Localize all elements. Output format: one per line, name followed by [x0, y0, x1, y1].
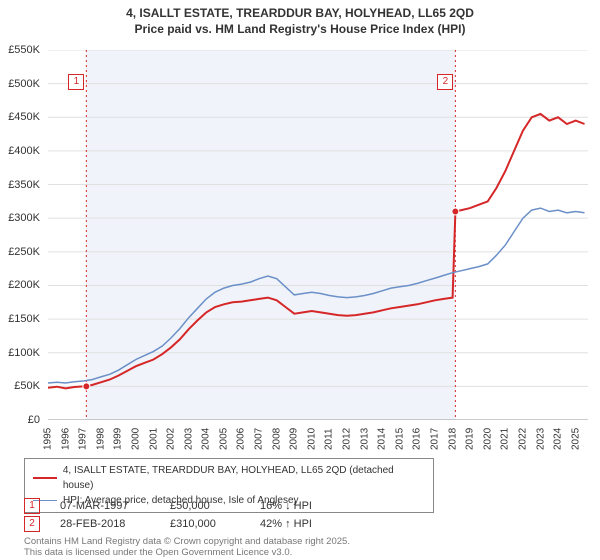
title-line-1: 4, ISALLT ESTATE, TREARDDUR BAY, HOLYHEA… — [0, 6, 600, 22]
x-tick-label: 2011 — [324, 428, 335, 450]
y-tick-label: £500K — [0, 78, 40, 90]
x-tick-label: 2009 — [289, 428, 300, 450]
x-tick-label: 2002 — [166, 428, 177, 450]
x-tick-label: 2012 — [342, 428, 353, 450]
x-tick-label: 1995 — [43, 428, 54, 450]
sale-marker-2: 2 — [437, 74, 453, 90]
footer-line-2: This data is licensed under the Open Gov… — [24, 547, 350, 558]
x-tick-label: 2016 — [412, 428, 423, 450]
chart-title: 4, ISALLT ESTATE, TREARDDUR BAY, HOLYHEA… — [0, 0, 600, 37]
x-tick-label: 2013 — [359, 428, 370, 450]
x-tick-label: 2017 — [429, 428, 440, 450]
sales-table: 1 07-MAR-1997£50,00016% ↓ HPI 2 28-FEB-2018… — [24, 498, 312, 534]
sale-date: 28-FEB-2018 — [60, 518, 170, 530]
x-tick-label: 2003 — [183, 428, 194, 450]
x-tick-label: 1997 — [78, 428, 89, 450]
x-tick-label: 1996 — [60, 428, 71, 450]
x-tick-label: 2018 — [447, 428, 458, 450]
y-tick-label: £250K — [0, 246, 40, 258]
x-tick-label: 2007 — [254, 428, 265, 450]
x-axis: 1995199619971998199920002001200220032004… — [48, 424, 588, 454]
x-tick-label: 2022 — [517, 428, 528, 450]
x-tick-label: 2015 — [394, 428, 405, 450]
sales-row: 1 07-MAR-1997£50,00016% ↓ HPI — [24, 498, 312, 516]
sale-number-box: 2 — [24, 516, 40, 532]
chart-svg — [48, 50, 588, 420]
sale-price: £50,000 — [170, 500, 260, 512]
chart-container: 4, ISALLT ESTATE, TREARDDUR BAY, HOLYHEA… — [0, 0, 600, 560]
legend-swatch-1 — [33, 477, 57, 479]
sale-date: 07-MAR-1997 — [60, 500, 170, 512]
y-tick-label: £400K — [0, 145, 40, 157]
footer: Contains HM Land Registry data © Crown c… — [24, 536, 350, 559]
sale-marker-1: 1 — [68, 74, 84, 90]
y-tick-label: £100K — [0, 347, 40, 359]
x-tick-label: 2019 — [465, 428, 476, 450]
x-tick-label: 2025 — [570, 428, 581, 450]
y-tick-label: £200K — [0, 279, 40, 291]
x-tick-label: 2024 — [553, 428, 564, 450]
chart-area: 12 — [48, 50, 588, 420]
x-tick-label: 2001 — [148, 428, 159, 450]
sale-number-box: 1 — [24, 498, 40, 514]
x-tick-label: 2000 — [130, 428, 141, 450]
x-tick-label: 2005 — [218, 428, 229, 450]
x-tick-label: 2010 — [306, 428, 317, 450]
sale-delta: 16% ↓ HPI — [260, 500, 312, 512]
x-tick-label: 2004 — [201, 428, 212, 450]
x-tick-label: 2020 — [482, 428, 493, 450]
x-tick-label: 1999 — [113, 428, 124, 450]
x-tick-label: 2023 — [535, 428, 546, 450]
title-line-2: Price paid vs. HM Land Registry's House … — [0, 22, 600, 38]
y-tick-label: £150K — [0, 313, 40, 325]
y-tick-label: £50K — [0, 380, 40, 392]
x-tick-label: 2021 — [500, 428, 511, 450]
y-tick-label: £0 — [0, 414, 40, 426]
x-tick-label: 1998 — [95, 428, 106, 450]
x-tick-label: 2006 — [236, 428, 247, 450]
x-tick-label: 2014 — [377, 428, 388, 450]
y-axis: £0£50K£100K£150K£200K£250K£300K£350K£400… — [0, 50, 44, 420]
footer-line-1: Contains HM Land Registry data © Crown c… — [24, 536, 350, 547]
y-tick-label: £550K — [0, 44, 40, 56]
sale-delta: 42% ↑ HPI — [260, 518, 312, 530]
x-tick-label: 2008 — [271, 428, 282, 450]
y-tick-label: £450K — [0, 111, 40, 123]
sales-row: 2 28-FEB-2018£310,00042% ↑ HPI — [24, 516, 312, 534]
legend-row-1: 4, ISALLT ESTATE, TREARDDUR BAY, HOLYHEA… — [33, 463, 425, 493]
y-tick-label: £350K — [0, 179, 40, 191]
y-tick-label: £300K — [0, 212, 40, 224]
sale-price: £310,000 — [170, 518, 260, 530]
legend-label-1: 4, ISALLT ESTATE, TREARDDUR BAY, HOLYHEA… — [63, 463, 425, 493]
